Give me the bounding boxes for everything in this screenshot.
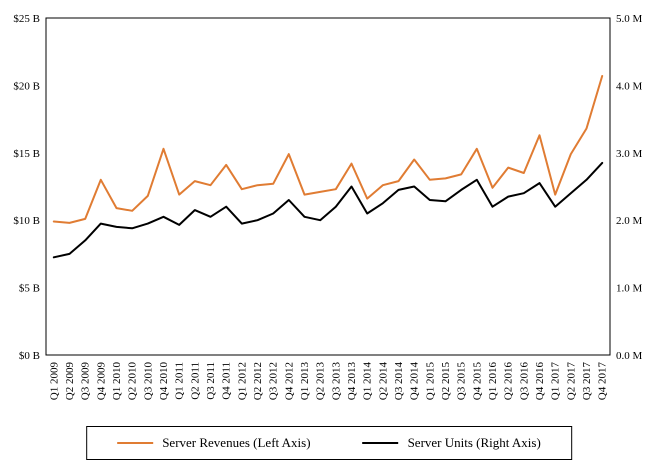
y-left-tick-label: $20 B: [13, 80, 40, 92]
x-tick-label: Q2 2011: [189, 362, 201, 400]
plot-area-border: [45, 17, 611, 356]
series-line-0: [52, 75, 604, 224]
x-tick-label: Q1 2016: [487, 362, 499, 401]
x-tick-label: Q3 2011: [205, 362, 217, 400]
x-tick-label: Q2 2015: [440, 362, 452, 401]
y-right-tick-label: 4.0 M: [616, 80, 643, 92]
x-tick-label: Q1 2017: [550, 362, 562, 401]
y-right-tick-label: 0.0 M: [616, 350, 643, 362]
x-tick-label: Q3 2017: [581, 362, 593, 401]
legend-revenues-label: Server Revenues (Left Axis): [162, 435, 311, 450]
x-tick-label: Q2 2013: [315, 362, 327, 401]
y-right-tick-label: 1.0 M: [616, 283, 643, 295]
legend-revenues-line-swatch: [117, 442, 154, 444]
x-tick-label: Q4 2013: [346, 362, 358, 401]
x-tick-label: Q4 2009: [95, 362, 107, 401]
x-tick-label: Q1 2011: [174, 362, 186, 400]
x-tick-label: Q3 2015: [456, 362, 468, 401]
x-tick-label: Q4 2012: [283, 362, 295, 400]
x-tick-label: Q4 2017: [597, 362, 609, 401]
y-left-tick-label: $10 B: [13, 215, 40, 227]
x-tick-label: Q4 2010: [158, 362, 170, 401]
y-left-tick-label: $0 B: [19, 350, 40, 362]
series-line-1: [52, 161, 604, 259]
legend-item-server-revenues: Server Revenues (Left Axis): [117, 435, 311, 451]
y-right-tick-label: 3.0 M: [616, 148, 643, 160]
y-right-tick-label: 5.0 M: [616, 13, 643, 25]
x-tick-label: Q3 2010: [142, 362, 154, 401]
y-left-tick-label: $25 B: [13, 13, 40, 25]
x-tick-label: Q2 2012: [252, 362, 264, 400]
x-tick-label: Q3 2009: [80, 362, 92, 401]
x-tick-label: Q3 2016: [518, 362, 530, 401]
x-tick-label: Q3 2013: [330, 362, 342, 401]
x-tick-label: Q3 2012: [268, 362, 280, 400]
legend-item-server-units: Server Units (Right Axis): [362, 435, 541, 451]
x-tick-label: Q1 2012: [236, 362, 248, 400]
legend-units-label: Server Units (Right Axis): [407, 435, 541, 450]
x-tick-label: Q2 2016: [503, 362, 515, 401]
chart-legend: Server Revenues (Left Axis) Server Units…: [86, 426, 572, 460]
x-tick-label: Q1 2015: [424, 362, 436, 401]
x-tick-label: Q1 2009: [48, 362, 60, 401]
x-tick-label: Q2 2014: [377, 362, 389, 401]
x-tick-label: Q1 2013: [299, 362, 311, 401]
legend-units-line-swatch: [362, 442, 399, 444]
x-tick-label: Q1 2014: [362, 362, 374, 401]
x-tick-label: Q1 2010: [111, 362, 123, 401]
x-tick-label: Q2 2017: [565, 362, 577, 401]
x-tick-label: Q2 2009: [64, 362, 76, 401]
x-tick-label: Q2 2010: [127, 362, 139, 401]
x-tick-label: Q3 2014: [393, 362, 405, 401]
x-tick-label: Q4 2011: [221, 362, 233, 400]
y-left-tick-label: $5 B: [19, 283, 40, 295]
x-tick-label: Q4 2014: [409, 362, 421, 401]
y-left-tick-label: $15 B: [13, 148, 40, 160]
x-tick-label: Q4 2015: [471, 362, 483, 401]
x-tick-label: Q4 2016: [534, 362, 546, 401]
line-chart: $0 B $5 B $10 B $15 B $20 B $25 B 0.0 M 1.0 M 2.…: [13, 13, 643, 401]
y-right-tick-label: 2.0 M: [616, 215, 643, 227]
